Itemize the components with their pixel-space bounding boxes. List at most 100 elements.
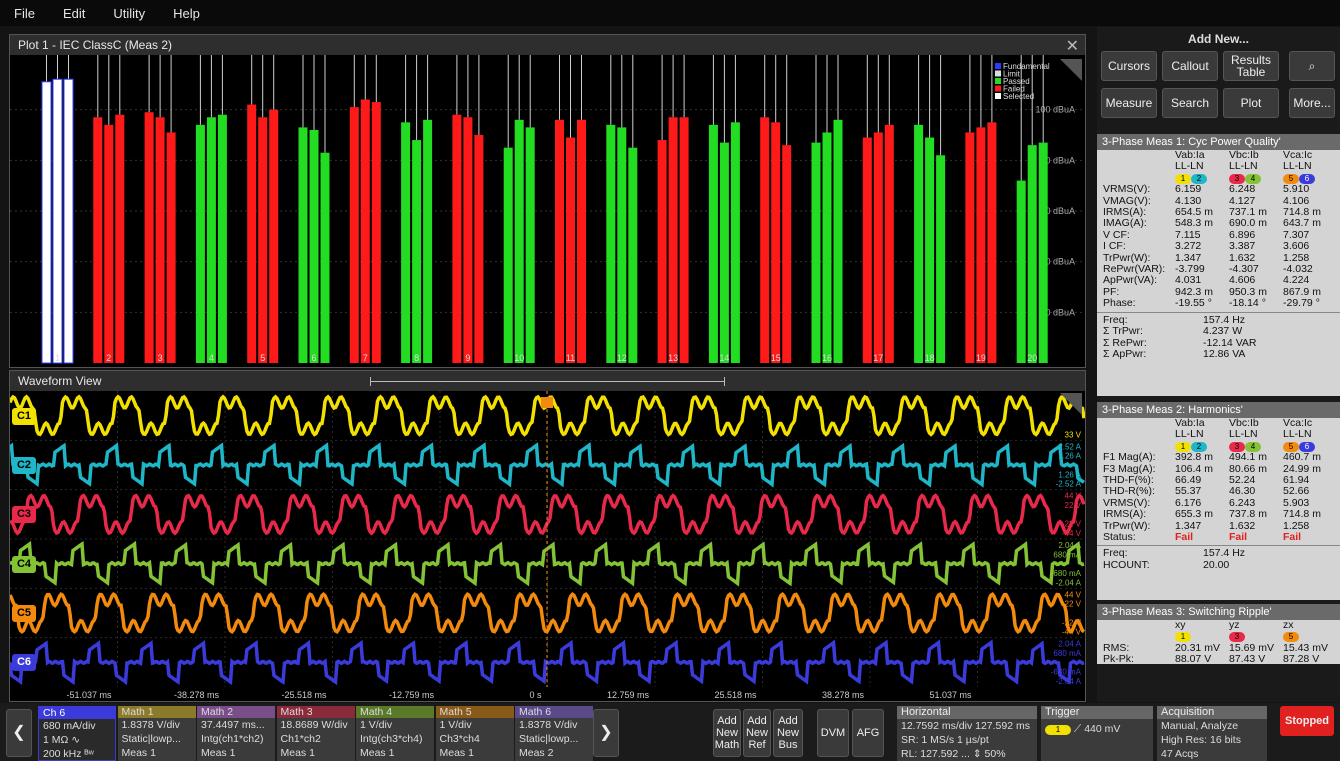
- harmonic-bar[interactable]: [617, 127, 627, 364]
- harmonic-bar[interactable]: [423, 119, 433, 363]
- harmonic-bar[interactable]: [760, 117, 770, 363]
- close-icon[interactable]: ✕: [1065, 38, 1079, 55]
- harmonic-bar[interactable]: [371, 102, 381, 364]
- harmonic-bar[interactable]: [606, 124, 616, 363]
- add-new-math-button[interactable]: Add New Math: [713, 709, 741, 757]
- harmonic-bar[interactable]: [269, 109, 279, 363]
- harmonic-bar[interactable]: [1038, 142, 1048, 363]
- plot-button[interactable]: Plot: [1223, 88, 1279, 118]
- harmonic-bar[interactable]: [873, 132, 883, 363]
- harmonic-bar[interactable]: [104, 124, 114, 363]
- menu-utility[interactable]: Utility: [113, 5, 146, 21]
- harmonic-bar[interactable]: [965, 132, 975, 363]
- channel-label-c1[interactable]: C1: [12, 407, 36, 425]
- harmonic-bar[interactable]: [298, 127, 308, 364]
- harmonic-bar[interactable]: [936, 155, 946, 363]
- horizontal-badge[interactable]: Horizontal 12.7592 ms/div 127.592 ms SR:…: [897, 706, 1037, 761]
- waveform-corner-icon[interactable]: [1060, 393, 1082, 415]
- harmonic-bar[interactable]: [52, 78, 63, 364]
- meas3-badge[interactable]: 3-Phase Meas 3: Switching Ripple' xy yz zx 1…: [1097, 604, 1340, 664]
- math3-badge[interactable]: Math 3 18.8689 W/div Ch1*ch2 Meas 1: [276, 706, 355, 761]
- more-button[interactable]: More...: [1289, 88, 1335, 118]
- acquisition-badge[interactable]: Acquisition Manual, Analyze High Res: 16…: [1157, 706, 1267, 761]
- scroll-right-icon[interactable]: ❯: [593, 709, 619, 757]
- harmonic-bar[interactable]: [862, 137, 872, 363]
- harmonic-bar[interactable]: [63, 78, 74, 364]
- harmonic-bar[interactable]: [320, 152, 330, 363]
- harmonic-bar[interactable]: [566, 137, 575, 363]
- callout-button[interactable]: Callout: [1162, 51, 1218, 81]
- afg-button[interactable]: AFG: [852, 709, 884, 757]
- harmonic-bar[interactable]: [401, 122, 411, 363]
- plot-corner-icon[interactable]: [1060, 59, 1082, 81]
- harmonic-bar[interactable]: [155, 117, 165, 363]
- harmonic-bar[interactable]: [206, 117, 216, 363]
- harmonic-bar[interactable]: [925, 137, 935, 363]
- harmonic-bar[interactable]: [976, 127, 986, 364]
- cursors-button[interactable]: Cursors: [1101, 51, 1157, 81]
- harmonic-bar[interactable]: [833, 119, 843, 363]
- harmonic-bar[interactable]: [349, 107, 359, 363]
- channel-label-c3[interactable]: C3: [12, 506, 36, 524]
- stopped-button[interactable]: Stopped: [1280, 706, 1334, 736]
- harmonic-bar[interactable]: [708, 124, 718, 363]
- waveform-panel[interactable]: Waveform View 33 V 2.52 A 1.26 A 1.26 A -2.5…: [9, 370, 1086, 702]
- harmonic-bar[interactable]: [679, 117, 689, 363]
- harmonic-bar[interactable]: [914, 124, 924, 363]
- harmonic-bar[interactable]: [782, 145, 792, 363]
- harmonic-bar[interactable]: [577, 119, 586, 363]
- measure-button[interactable]: Measure: [1101, 88, 1157, 118]
- channel-label-c4[interactable]: C4: [12, 555, 36, 573]
- harmonic-bar[interactable]: [822, 132, 832, 363]
- math2-badge[interactable]: Math 2 37.4497 ms... Intg(ch1*ch2) Meas 1: [197, 706, 275, 761]
- scroll-left-icon[interactable]: ❮: [6, 709, 32, 757]
- harmonic-bar[interactable]: [463, 117, 473, 363]
- harmonic-bar[interactable]: [412, 140, 422, 363]
- trigger-badge[interactable]: Trigger 1 ⟋ 440 mV: [1041, 706, 1153, 761]
- waveform-display[interactable]: 33 V2.52 A1.26 A1.26 A-2.52 A44 V22 V-22…: [10, 391, 1085, 701]
- menu-help[interactable]: Help: [173, 5, 200, 21]
- harmonic-bar[interactable]: [247, 104, 257, 363]
- search-button[interactable]: Search: [1162, 88, 1218, 118]
- meas2-badge[interactable]: 3-Phase Meas 2: Harmonics' Vab:Ia Vbc:Ib Vc…: [1097, 402, 1340, 600]
- menu-file[interactable]: File: [14, 5, 35, 21]
- harmonic-bar[interactable]: [1027, 145, 1037, 363]
- zoom-icon[interactable]: ⌕: [1289, 51, 1335, 81]
- trigger-marker-icon[interactable]: [541, 397, 553, 408]
- plot-panel[interactable]: Plot 1 - IEC ClassC (Meas 2) ✕ 100 dBuA 80…: [9, 34, 1086, 368]
- add-new-bus-button[interactable]: Add New Bus: [773, 709, 803, 757]
- harmonic-bar[interactable]: [730, 122, 740, 363]
- harmonic-bar[interactable]: [771, 122, 781, 363]
- math6-badge[interactable]: Math 6 1.8378 V/div Static|lowp... Meas 2: [515, 706, 593, 761]
- harmonic-bar[interactable]: [258, 117, 268, 363]
- menu-edit[interactable]: Edit: [62, 5, 86, 21]
- add-new-ref-button[interactable]: Add New Ref: [743, 709, 771, 757]
- harmonic-bar[interactable]: [360, 99, 370, 364]
- ch6-badge[interactable]: Ch 6 680 mA/div 1 MΩ ∿ 200 kHz ᴮʷ: [38, 706, 116, 761]
- meas1-badge[interactable]: 3-Phase Meas 1: Cyc Power Quality' Vab:Ia…: [1097, 134, 1340, 396]
- harmonic-bar[interactable]: [144, 112, 154, 363]
- harmonic-bar[interactable]: [719, 142, 729, 363]
- dvm-button[interactable]: DVM: [817, 709, 849, 757]
- harmonic-bar[interactable]: [166, 132, 176, 363]
- harmonic-bar[interactable]: [514, 119, 524, 363]
- harmonic-bar[interactable]: [1016, 180, 1026, 363]
- harmonic-bar[interactable]: [811, 142, 821, 363]
- harmonic-bar[interactable]: [503, 147, 513, 363]
- harmonic-bar[interactable]: [525, 127, 535, 364]
- harmonic-bar[interactable]: [195, 124, 205, 363]
- harmonic-bar[interactable]: [309, 129, 319, 363]
- harmonic-bar[interactable]: [41, 81, 52, 364]
- zoom-overview-bracket[interactable]: [370, 377, 725, 386]
- harmonic-bar[interactable]: [452, 114, 462, 363]
- harmonic-bar[interactable]: [628, 147, 638, 363]
- harmonic-bar[interactable]: [987, 122, 997, 363]
- harmonic-bar[interactable]: [217, 114, 227, 363]
- harmonic-bar[interactable]: [884, 124, 894, 363]
- math1-badge[interactable]: Math 1 1.8378 V/div Static|lowp... Meas 1: [117, 706, 196, 761]
- channel-label-c5[interactable]: C5: [12, 605, 36, 622]
- harmonic-bar[interactable]: [93, 117, 103, 363]
- harmonic-bar[interactable]: [668, 117, 678, 363]
